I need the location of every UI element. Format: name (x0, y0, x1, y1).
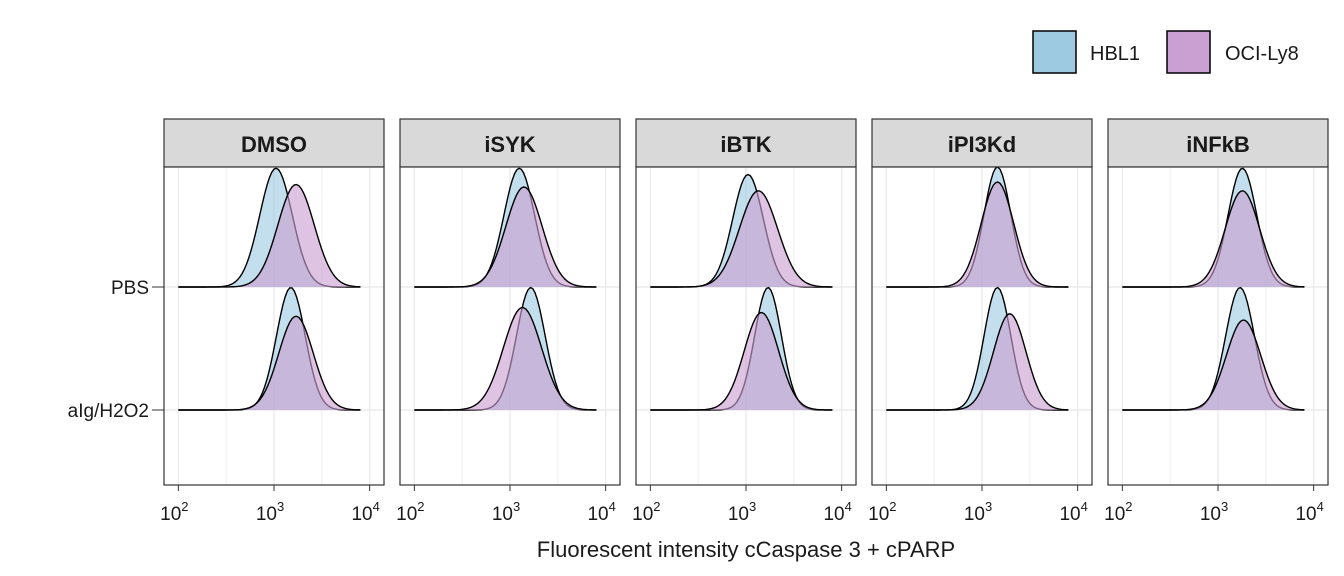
density-line-oci-ly8 (414, 306, 597, 411)
x-tick-label: 104 (823, 499, 851, 525)
density-area-hbl1 (178, 168, 361, 287)
facet-label: iSYK (484, 132, 535, 157)
facet-strip (1107, 118, 1329, 168)
density-area-oci-ly8 (414, 307, 597, 410)
facet-label: iNFkB (1186, 132, 1250, 157)
facet-label: iPI3Kd (948, 132, 1016, 157)
legend: HBL1 OCI-Ly8 (1032, 30, 1299, 74)
y-tick-label: aIg/H2O2 (68, 401, 149, 422)
density-line-oci-ly8 (178, 315, 361, 411)
x-tick-label: 103 (492, 499, 520, 525)
density-area-oci-ly8 (886, 313, 1069, 410)
facet-ipi3kd: iPI3Kd 102 103 104 (868, 118, 1093, 525)
density-area-oci-ly8 (1122, 320, 1305, 410)
density-area-oci-ly8 (1122, 190, 1305, 287)
x-tick-label: 103 (1200, 499, 1228, 525)
density-line-oci-ly8 (1122, 319, 1305, 411)
density-line-oci-ly8 (650, 190, 833, 288)
x-tick-label: 102 (632, 499, 660, 525)
facet-label: DMSO (241, 132, 307, 157)
legend-label-hbl1: HBL1 (1090, 43, 1140, 65)
x-tick-label: 104 (1295, 499, 1323, 525)
x-tick-label: 102 (396, 499, 424, 525)
density-line-oci-ly8 (650, 311, 833, 411)
facet-label: iBTK (720, 132, 771, 157)
x-tick-label: 104 (587, 499, 615, 525)
facet-ibtk: iBTK 102 103 104 (632, 118, 857, 525)
density-area-oci-ly8 (178, 316, 361, 410)
density-line-oci-ly8 (414, 186, 597, 288)
x-tick-label: 103 (964, 499, 992, 525)
x-tick-label: 103 (728, 499, 756, 525)
density-line-oci-ly8 (886, 181, 1069, 288)
x-axis-title: Fluorescent intensity cCaspase 3 + cPARP (537, 537, 955, 562)
x-tick-label: 104 (351, 499, 379, 525)
x-tick-label: 102 (160, 499, 188, 525)
x-tick-label: 102 (1104, 499, 1132, 525)
facet-dmso: DMSO 102 103 104 (160, 118, 385, 525)
facet-strip (871, 118, 1093, 168)
density-line-oci-ly8 (178, 183, 361, 288)
density-line-oci-ly8 (886, 313, 1069, 411)
density-area-hbl1 (886, 287, 1069, 410)
density-area-oci-ly8 (650, 190, 833, 287)
legend-key-oci-ly8 (1166, 30, 1211, 74)
y-axis-labels: PBS aIg/H2O2 (68, 278, 164, 422)
density-area-oci-ly8 (178, 184, 361, 287)
density-area-oci-ly8 (414, 187, 597, 287)
y-tick-label: PBS (111, 278, 149, 299)
legend-key-hbl1 (1032, 30, 1077, 74)
facet-strip (163, 118, 385, 168)
legend-label-oci-ly8: OCI-Ly8 (1225, 43, 1299, 65)
density-line-oci-ly8 (1122, 190, 1305, 288)
facet-strip (635, 118, 857, 168)
density-area-oci-ly8 (886, 182, 1069, 287)
x-tick-label: 104 (1059, 499, 1087, 525)
facet-infkb: iNFkB 102 103 104 (1104, 118, 1329, 525)
x-tick-label: 103 (256, 499, 284, 525)
x-tick-label: 102 (868, 499, 896, 525)
facet-isyk: iSYK 102 103 104 (396, 118, 621, 525)
